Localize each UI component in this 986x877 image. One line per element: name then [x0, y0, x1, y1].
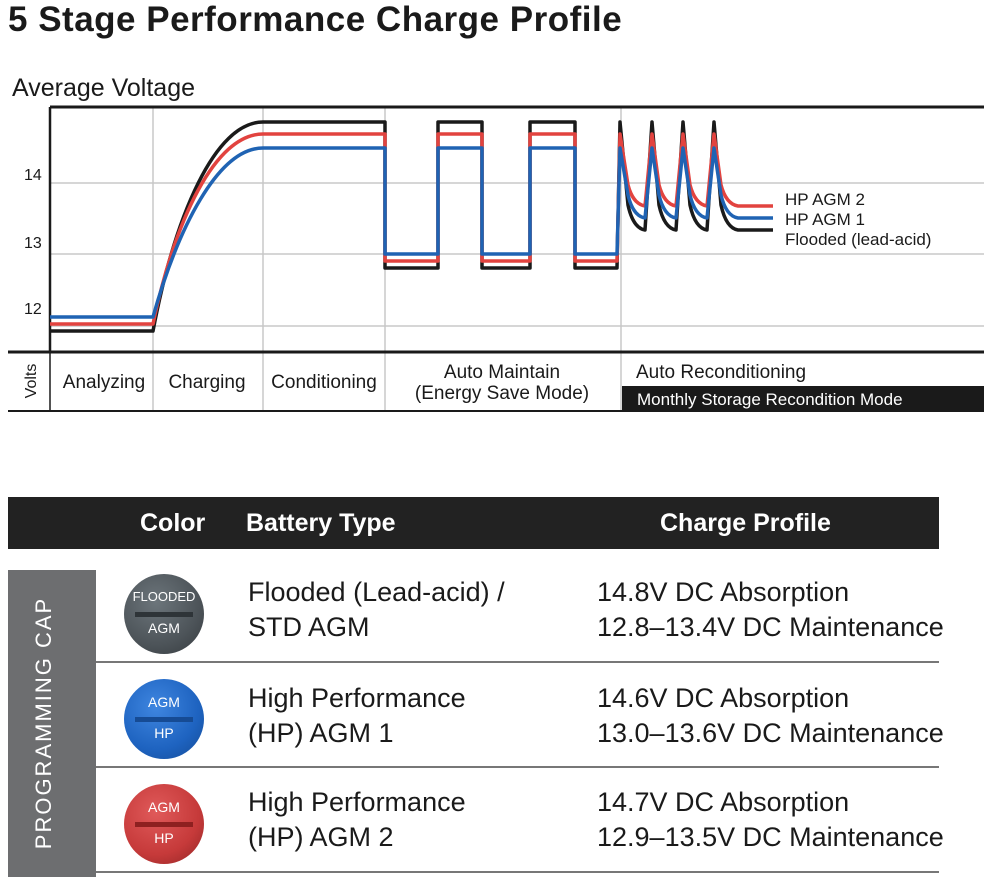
charge-profile: 14.7V DC Absorption 12.9–13.5V DC Mainte… — [597, 785, 944, 855]
monthly-storage-band — [622, 386, 984, 411]
cap-top-label: AGM — [148, 799, 180, 815]
battery-type-line2: (HP) AGM 2 — [248, 822, 394, 852]
cap-flooded-agm-icon: FLOODED AGM — [124, 574, 204, 654]
header-charge-profile: Charge Profile — [660, 509, 831, 537]
maintenance-voltage: 12.9–13.5V DC Maintenance — [597, 822, 944, 852]
charge-profile-chart: Average Voltage 14 13 12 HP AGM 2 HP AGM… — [0, 0, 986, 430]
stage-label-energy-save: (Energy Save Mode) — [415, 383, 589, 404]
battery-type-line1: Flooded (Lead-acid) / — [248, 577, 505, 607]
series-line-flooded — [50, 120, 773, 333]
cap-top-label: FLOODED — [132, 589, 196, 604]
stage-label-analyzing: Analyzing — [63, 372, 145, 393]
y-tick-12: 12 — [24, 301, 42, 318]
volts-label: Volts — [23, 364, 40, 399]
header-color: Color — [140, 509, 206, 537]
row-divider — [96, 661, 939, 663]
table-header: Color Battery Type Charge Profile — [8, 497, 939, 549]
stage-label-auto-maintain: Auto Maintain — [444, 362, 560, 383]
cap-stripe — [135, 612, 193, 617]
stage-label-charging: Charging — [168, 372, 245, 393]
legend-hp-agm-1: HP AGM 1 — [785, 210, 865, 229]
battery-type-line1: High Performance — [248, 683, 466, 713]
charge-profile: 14.6V DC Absorption 13.0–13.6V DC Mainte… — [597, 681, 944, 751]
table-row: AGM HP High Performance (HP) AGM 2 14.7V… — [96, 769, 944, 873]
battery-type: High Performance (HP) AGM 2 — [248, 785, 466, 855]
legend-hp-agm-2: HP AGM 2 — [785, 190, 865, 209]
maintenance-voltage: 12.8–13.4V DC Maintenance — [597, 612, 944, 642]
stage-label-auto-reconditioning: Auto Reconditioning — [636, 362, 806, 383]
cap-bottom-label: AGM — [148, 620, 180, 636]
programming-cap-label: PROGRAMMING CAP — [31, 596, 56, 850]
header-battery-type: Battery Type — [246, 509, 396, 537]
y-tick-13: 13 — [24, 235, 42, 252]
battery-type-line2: STD AGM — [248, 612, 370, 642]
maintenance-voltage: 13.0–13.6V DC Maintenance — [597, 718, 944, 748]
stage-label-monthly-storage: Monthly Storage Recondition Mode — [637, 390, 903, 409]
battery-type-line1: High Performance — [248, 787, 466, 817]
series-line-hp-agm-1 — [50, 146, 773, 319]
legend-flooded: Flooded (lead-acid) — [785, 230, 931, 249]
cap-bottom-label: HP — [154, 830, 174, 846]
absorption-voltage: 14.7V DC Absorption — [597, 787, 850, 817]
stage-label-conditioning: Conditioning — [271, 372, 377, 393]
absorption-voltage: 14.6V DC Absorption — [597, 683, 850, 713]
chart-svg: Average Voltage 14 13 12 HP AGM 2 HP AGM… — [8, 74, 984, 412]
page-title: 5 Stage Performance Charge Profile — [8, 0, 623, 39]
programming-cap-band — [8, 570, 96, 877]
cap-top-label: AGM — [148, 694, 180, 710]
absorption-voltage: 14.8V DC Absorption — [597, 577, 850, 607]
row-divider — [96, 766, 939, 768]
cap-hp-agm-2-icon: AGM HP — [124, 784, 204, 864]
row-divider — [96, 871, 939, 873]
charge-profile: 14.8V DC Absorption 12.8–13.4V DC Mainte… — [597, 575, 944, 645]
table-row: FLOODED AGM Flooded (Lead-acid) / STD AG… — [96, 559, 944, 663]
battery-type-line2: (HP) AGM 1 — [248, 718, 394, 748]
y-axis-title: Average Voltage — [12, 74, 195, 102]
cap-bottom-label: HP — [154, 725, 174, 741]
y-tick-14: 14 — [24, 167, 42, 184]
cap-hp-agm-1-icon: AGM HP — [124, 679, 204, 759]
battery-type: High Performance (HP) AGM 1 — [248, 681, 466, 751]
cap-stripe — [135, 717, 193, 722]
battery-type: Flooded (Lead-acid) / STD AGM — [248, 575, 505, 645]
cap-stripe — [135, 822, 193, 827]
table-row: AGM HP High Performance (HP) AGM 1 14.6V… — [96, 664, 944, 768]
series-lines — [50, 120, 773, 333]
